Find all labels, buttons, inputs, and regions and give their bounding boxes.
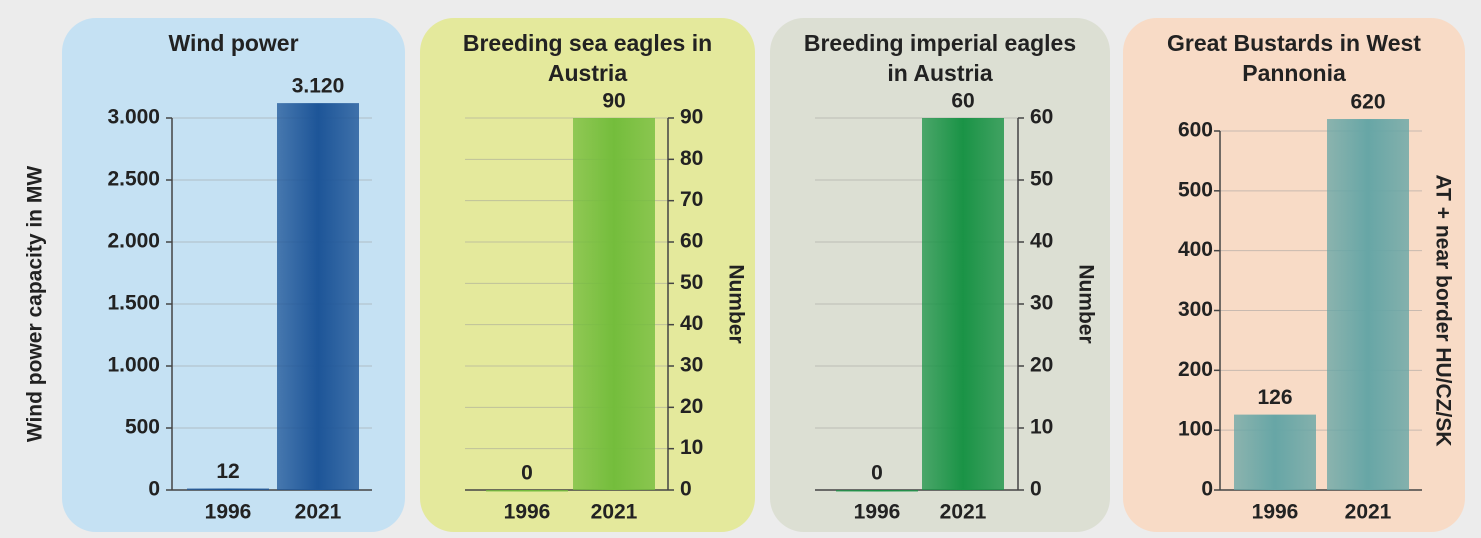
bar xyxy=(187,488,269,491)
panel-title: Great Bustards in West Pannonia xyxy=(1167,30,1421,86)
y-tick-label: 1.500 xyxy=(107,292,160,315)
y-tick-label: 0 xyxy=(680,478,692,501)
y-tick-label: 50 xyxy=(680,271,703,294)
y-tick-label: 2.000 xyxy=(107,230,160,253)
y-tick-label: 400 xyxy=(1178,238,1213,261)
y-tick-label: 40 xyxy=(1030,230,1053,253)
y-tick-label: 200 xyxy=(1178,358,1213,381)
y-tick-label: 500 xyxy=(1178,178,1213,201)
y-tick-label: 20 xyxy=(1030,354,1053,377)
x-tick-label: 1996 xyxy=(854,501,901,524)
y-tick-label: 60 xyxy=(1030,106,1053,129)
y-tick-label: 20 xyxy=(680,395,703,418)
data-label: 0 xyxy=(871,462,883,485)
panel-title: Breeding imperial eagles in Austria xyxy=(803,30,1077,86)
y-axis-label: AT + near border HU/CZ/SK xyxy=(1431,174,1454,446)
x-tick-label: 2021 xyxy=(295,501,342,524)
data-label: 3.120 xyxy=(292,75,345,98)
y-tick-label: 30 xyxy=(1030,292,1053,315)
y-axis-label: Number xyxy=(724,264,747,343)
y-tick-label: 2.500 xyxy=(107,168,160,191)
x-tick-label: 1996 xyxy=(1252,501,1299,524)
bar xyxy=(836,490,918,492)
y-tick-label: 0 xyxy=(1201,478,1213,501)
x-tick-label: 1996 xyxy=(205,501,252,524)
y-tick-label: 80 xyxy=(680,147,703,170)
data-label: 60 xyxy=(951,90,974,113)
y-tick-label: 100 xyxy=(1178,418,1213,441)
data-label: 620 xyxy=(1350,91,1385,114)
bar xyxy=(277,103,359,491)
y-axis-label: Number xyxy=(1074,264,1097,343)
y-tick-label: 10 xyxy=(680,436,703,459)
y-tick-label: 0 xyxy=(148,478,160,501)
y-tick-label: 0 xyxy=(1030,478,1042,501)
y-tick-label: 30 xyxy=(680,354,703,377)
y-tick-label: 3.000 xyxy=(107,106,160,129)
x-tick-label: 2021 xyxy=(1345,501,1392,524)
y-tick-label: 50 xyxy=(1030,168,1053,191)
y-tick-label: 500 xyxy=(125,416,160,439)
data-label: 90 xyxy=(602,90,625,113)
bar xyxy=(1234,414,1316,490)
data-label: 126 xyxy=(1257,386,1292,409)
bar xyxy=(486,490,568,492)
data-label: 0 xyxy=(521,462,533,485)
y-axis-label: Wind power capacity in MW xyxy=(24,166,47,443)
y-tick-label: 70 xyxy=(680,188,703,211)
y-tick-label: 60 xyxy=(680,230,703,253)
y-tick-label: 90 xyxy=(680,106,703,129)
y-tick-label: 300 xyxy=(1178,298,1213,321)
panel-title: Breeding sea eagles in Austria xyxy=(462,30,713,86)
y-tick-label: 10 xyxy=(1030,416,1053,439)
bar xyxy=(922,118,1004,490)
bar xyxy=(1327,119,1409,491)
y-tick-label: 40 xyxy=(680,312,703,335)
x-tick-label: 2021 xyxy=(591,501,638,524)
x-tick-label: 2021 xyxy=(940,501,987,524)
panel-title: Wind power xyxy=(168,30,299,56)
bar xyxy=(573,118,655,490)
x-tick-label: 1996 xyxy=(504,501,551,524)
y-tick-label: 1.000 xyxy=(107,354,160,377)
y-tick-label: 600 xyxy=(1178,119,1213,142)
data-label: 12 xyxy=(216,460,239,483)
